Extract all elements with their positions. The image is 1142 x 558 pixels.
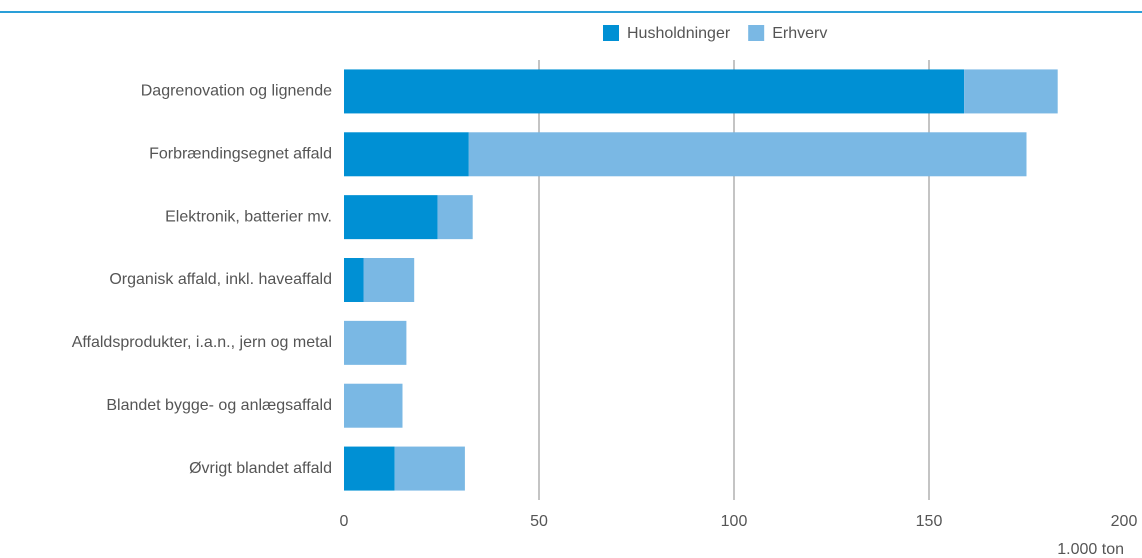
y-tick-label: Elektronik, batterier mv. — [165, 208, 332, 225]
x-tick-label: 0 — [340, 513, 349, 530]
y-tick-label: Forbrændingsegnet affald — [149, 146, 332, 163]
x-tick-label: 50 — [530, 513, 548, 530]
legend-label: Erhverv — [772, 25, 827, 42]
legend-swatch — [603, 25, 619, 41]
bar-segment — [468, 132, 1027, 177]
y-tick-label: Blandet bygge- og anlægsaffald — [106, 397, 332, 414]
bar-segment — [344, 446, 395, 491]
bar-segment — [344, 132, 469, 177]
bar-segment — [344, 258, 364, 302]
bar-segment — [344, 383, 403, 428]
bar-segment — [344, 195, 438, 240]
x-axis-label: 1.000 ton — [1057, 541, 1124, 558]
legend-label: Husholdninger — [627, 25, 731, 42]
bar-segment — [344, 69, 965, 114]
legend-swatch — [748, 25, 765, 41]
y-tick-label: Affaldsprodukter, i.a.n., jern og metal — [72, 334, 332, 351]
x-tick-label: 150 — [916, 513, 943, 530]
bar-segment — [344, 320, 407, 365]
y-tick-label: Øvrigt blandet affald — [189, 460, 332, 477]
bar-segment — [363, 258, 415, 302]
bar-segment — [964, 69, 1058, 114]
bar-segment — [394, 446, 465, 491]
bar-segment — [437, 195, 473, 240]
x-tick-label: 200 — [1111, 513, 1138, 530]
y-tick-label: Dagrenovation og lignende — [141, 83, 332, 100]
y-tick-label: Organisk affald, inkl. haveaffald — [109, 271, 332, 288]
x-tick-label: 100 — [721, 513, 748, 530]
